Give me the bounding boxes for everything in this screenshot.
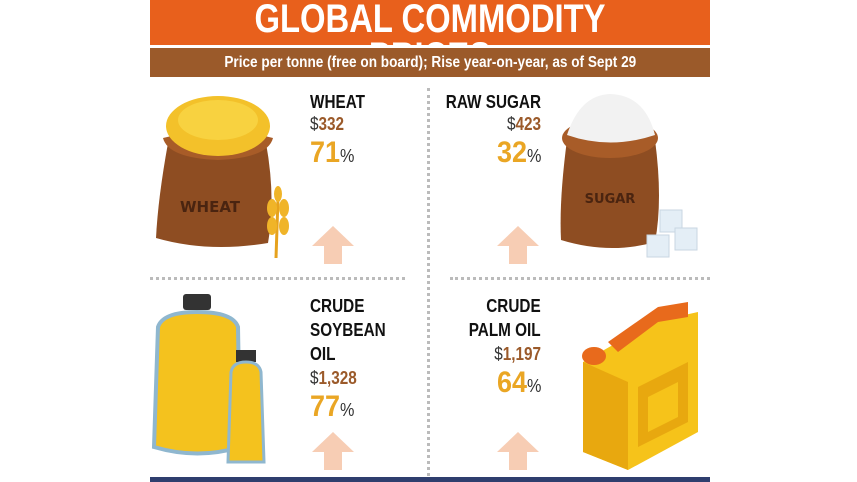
subtitle: Price per tonne (free on board); Rise ye…	[150, 48, 710, 77]
item-rise: 32%	[496, 136, 541, 169]
sugar-sack-icon: SUGAR	[560, 94, 698, 258]
arrow-up-icon	[312, 226, 354, 264]
item-price: $332	[310, 114, 345, 134]
bag-label: SUGAR	[585, 192, 636, 207]
divider-horizontal	[450, 277, 710, 280]
item-name: CRUDE SOYBEAN OIL	[310, 296, 386, 364]
arrow-up-icon	[312, 432, 354, 470]
oil-bottles-icon	[151, 294, 266, 464]
item-rise: 64%	[496, 366, 541, 399]
bottom-bar	[150, 477, 710, 482]
item-name: CRUDE PALM OIL	[469, 296, 541, 340]
arrow-up-icon	[497, 432, 539, 470]
item-rise: 71%	[310, 136, 355, 169]
divider-vertical	[427, 88, 430, 476]
subtitle-text: Price per tonne (free on board); Rise ye…	[224, 54, 636, 71]
item-name: WHEAT	[310, 92, 365, 112]
bag-label: WHEAT	[180, 198, 241, 216]
divider-horizontal	[150, 277, 405, 280]
item-rise: 77%	[310, 390, 355, 423]
item-name: RAW SUGAR	[445, 92, 541, 112]
arrow-up-icon	[497, 226, 539, 264]
jerry-can-icon	[582, 302, 698, 470]
item-price: $1,328	[310, 368, 357, 388]
title-text: GLOBAL COMMODITY PRICES	[254, 0, 606, 45]
item-price: $423	[506, 114, 541, 134]
page-title: GLOBAL COMMODITY PRICES	[150, 0, 710, 45]
wheat-sack-icon: WHEAT	[156, 96, 289, 258]
item-price: $1,197	[494, 344, 541, 364]
